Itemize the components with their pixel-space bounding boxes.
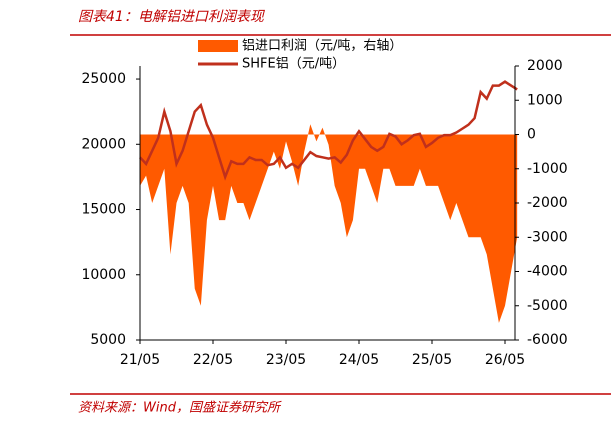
- legend-swatch: [198, 40, 238, 52]
- chart-title: 图表41：电解铝进口利润表现: [78, 9, 266, 25]
- y-tick-label: 15000: [81, 202, 126, 218]
- legend-label: SHFE铝（元/吨）: [242, 57, 345, 72]
- y2-tick-label: 0: [527, 127, 536, 143]
- legend-label: 铝进口利润（元/吨，右轴）: [242, 39, 402, 54]
- y2-tick-label: 1000: [527, 92, 563, 108]
- profit-area: [140, 124, 518, 323]
- y-tick-label: 5000: [90, 332, 126, 348]
- y-tick-label: 10000: [81, 267, 126, 283]
- y2-tick-label: -1000: [527, 161, 568, 177]
- x-tick-label: 26/05: [485, 352, 525, 368]
- y2-tick-label: -4000: [527, 264, 568, 280]
- y2-tick-label: -3000: [527, 229, 568, 245]
- x-tick-label: 21/05: [120, 352, 160, 368]
- y2-tick-label: -5000: [527, 298, 568, 314]
- x-tick-label: 22/05: [193, 352, 233, 368]
- price-line: [139, 80, 518, 181]
- y-tick-label: 25000: [81, 71, 126, 87]
- source-note: 资料来源：Wind，国盛证券研究所: [78, 400, 282, 416]
- y2-tick-label: 2000: [527, 58, 563, 74]
- y2-tick-label: -6000: [527, 332, 568, 348]
- y-tick-label: 20000: [81, 136, 126, 152]
- x-tick-label: 25/05: [412, 352, 452, 368]
- x-tick-label: 24/05: [339, 352, 379, 368]
- x-tick-label: 23/05: [266, 352, 306, 368]
- y2-tick-label: -2000: [527, 195, 568, 211]
